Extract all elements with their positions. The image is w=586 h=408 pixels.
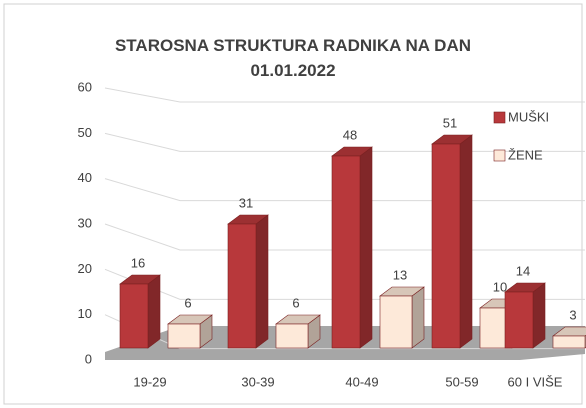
y-tick-label: 30 xyxy=(78,215,92,230)
y-tick-label: 10 xyxy=(78,306,92,321)
legend-swatch xyxy=(493,111,506,124)
bar-side xyxy=(147,274,161,349)
bar xyxy=(119,283,149,349)
bar xyxy=(552,335,586,349)
grid-line xyxy=(104,87,585,103)
bar xyxy=(275,323,309,349)
value-label: 51 xyxy=(443,115,457,130)
bar xyxy=(167,323,201,349)
bar xyxy=(431,143,461,349)
y-tick-label: 0 xyxy=(85,351,92,366)
x-tick-label: 40-49 xyxy=(345,374,378,389)
x-tick-label: 60 I VIŠE xyxy=(508,374,563,389)
value-label: 14 xyxy=(516,263,530,278)
value-label: 3 xyxy=(569,307,576,322)
value-label: 48 xyxy=(343,127,357,142)
bar-side xyxy=(359,146,373,349)
value-label: 6 xyxy=(292,295,299,310)
y-tick-label: 40 xyxy=(78,170,92,185)
legend-swatch xyxy=(493,149,506,162)
value-label: 10 xyxy=(493,279,507,294)
legend-label: ŽENE xyxy=(508,147,543,162)
value-label: 16 xyxy=(131,255,145,270)
chart-title: STAROSNA STRUKTURA RADNIKA NA DAN 01.01.… xyxy=(114,36,472,80)
bar-side xyxy=(459,134,473,349)
value-label: 6 xyxy=(184,295,191,310)
value-label: 13 xyxy=(393,267,407,282)
y-tick-label: 50 xyxy=(78,125,92,140)
value-label: 31 xyxy=(239,195,253,210)
bar-side xyxy=(411,286,425,349)
bar xyxy=(379,295,413,349)
bar xyxy=(331,155,361,349)
x-tick-label: 30-39 xyxy=(241,374,274,389)
y-tick-label: 20 xyxy=(78,261,92,276)
legend-label: MUŠKI xyxy=(508,109,549,124)
bar-side xyxy=(255,214,269,349)
bar xyxy=(227,223,257,349)
x-tick-label: 50-59 xyxy=(445,374,478,389)
x-tick-label: 19-29 xyxy=(133,374,166,389)
y-tick-label: 60 xyxy=(78,79,92,94)
bar xyxy=(504,291,534,349)
bar-side xyxy=(532,282,546,349)
